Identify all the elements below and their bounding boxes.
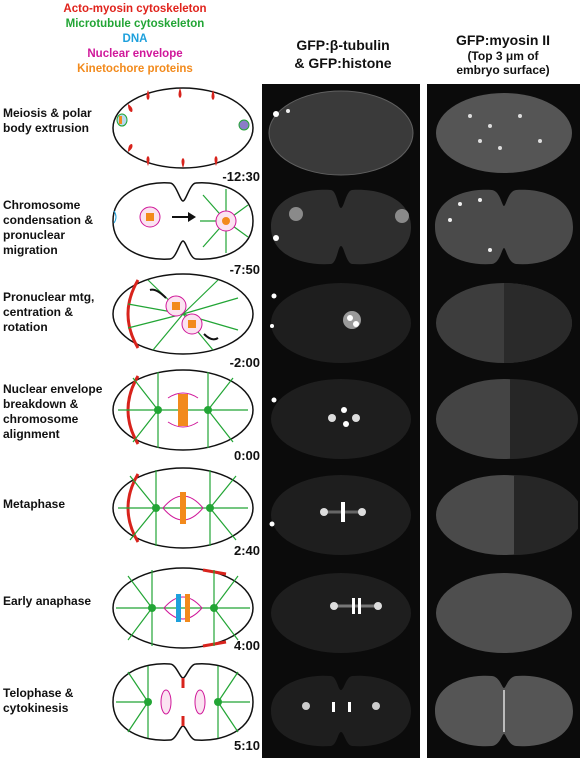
tubulin-image-metaphase [269, 475, 411, 555]
myosin-image-pronuclear [436, 283, 572, 363]
legend-nuclear-envelope: Nuclear envelope [87, 48, 183, 60]
diagram-nebd [112, 369, 254, 451]
stage-label-metaphase: Metaphase [3, 497, 66, 511]
tubulin-column-header: GFP:β-tubulin & GFP:histone [268, 36, 418, 72]
time-label-early-anaphase: 4:00 [233, 638, 260, 653]
time-label-meiosis: -12:30 [222, 169, 260, 184]
tubulin-image-pronuclear [270, 283, 411, 363]
legend-dna: DNA [122, 33, 148, 45]
stage-label-meiosis: Meiosis & polar body extrusion [3, 106, 92, 135]
time-label-pronuclear: -2:00 [229, 355, 260, 370]
tubulin-header-line1: GFP:β-tubulin [296, 37, 390, 53]
diagram-metaphase [112, 467, 254, 549]
legend-microtubule: Microtubule cytoskeleton [65, 18, 205, 30]
stage-label-condensation: Chromosome condensation & pronuclear mig… [3, 198, 94, 257]
legend-kinetochore: Kinetochore proteins [77, 63, 193, 75]
stage-label-early-anaphase: Early anaphase [3, 594, 92, 608]
tubulin-image-telophase [271, 675, 411, 747]
myosin-image-metaphase [436, 475, 578, 555]
myosin-image-meiosis [436, 93, 572, 173]
diagram-meiosis [112, 87, 254, 169]
stage-label-pronuclear: Pronuclear mtg, centration & rotation [3, 290, 95, 334]
myosin-header-line2: (Top 3 μm of [467, 49, 539, 63]
myosin-image-nebd [436, 379, 578, 459]
myosin-image-condensation [435, 189, 573, 265]
stage-label-telophase: Telophase & cytokinesis [3, 686, 74, 715]
time-label-condensation: -7:50 [229, 262, 260, 277]
time-label-metaphase: 2:40 [233, 543, 260, 558]
tubulin-image-condensation [271, 189, 411, 265]
diagram-early-anaphase [112, 567, 254, 649]
tubulin-image-early-anaphase [271, 573, 411, 653]
time-label-nebd: 0:00 [233, 448, 260, 463]
myosin-column-header: GFP:myosin II (Top 3 μm of embryo surfac… [427, 32, 579, 77]
tubulin-header-line2: & GFP:histone [294, 55, 392, 71]
myosin-image-early-anaphase [436, 573, 572, 653]
tubulin-image-nebd [271, 379, 411, 459]
myosin-header-line3: embryo surface) [456, 63, 550, 77]
diagram-condensation [112, 182, 254, 260]
stage-label-nebd: Nuclear envelope breakdown & chromosome … [3, 382, 103, 441]
myosin-image-telophase [435, 675, 573, 747]
diagram-telophase [112, 663, 254, 741]
myosin-header-line1: GFP:myosin II [455, 32, 551, 48]
time-label-telophase: 5:10 [233, 738, 260, 753]
diagram-pronuclear [112, 273, 254, 355]
legend-actomyosin: Acto-myosin cytoskeleton [63, 3, 207, 15]
tubulin-image-meiosis [268, 90, 414, 176]
